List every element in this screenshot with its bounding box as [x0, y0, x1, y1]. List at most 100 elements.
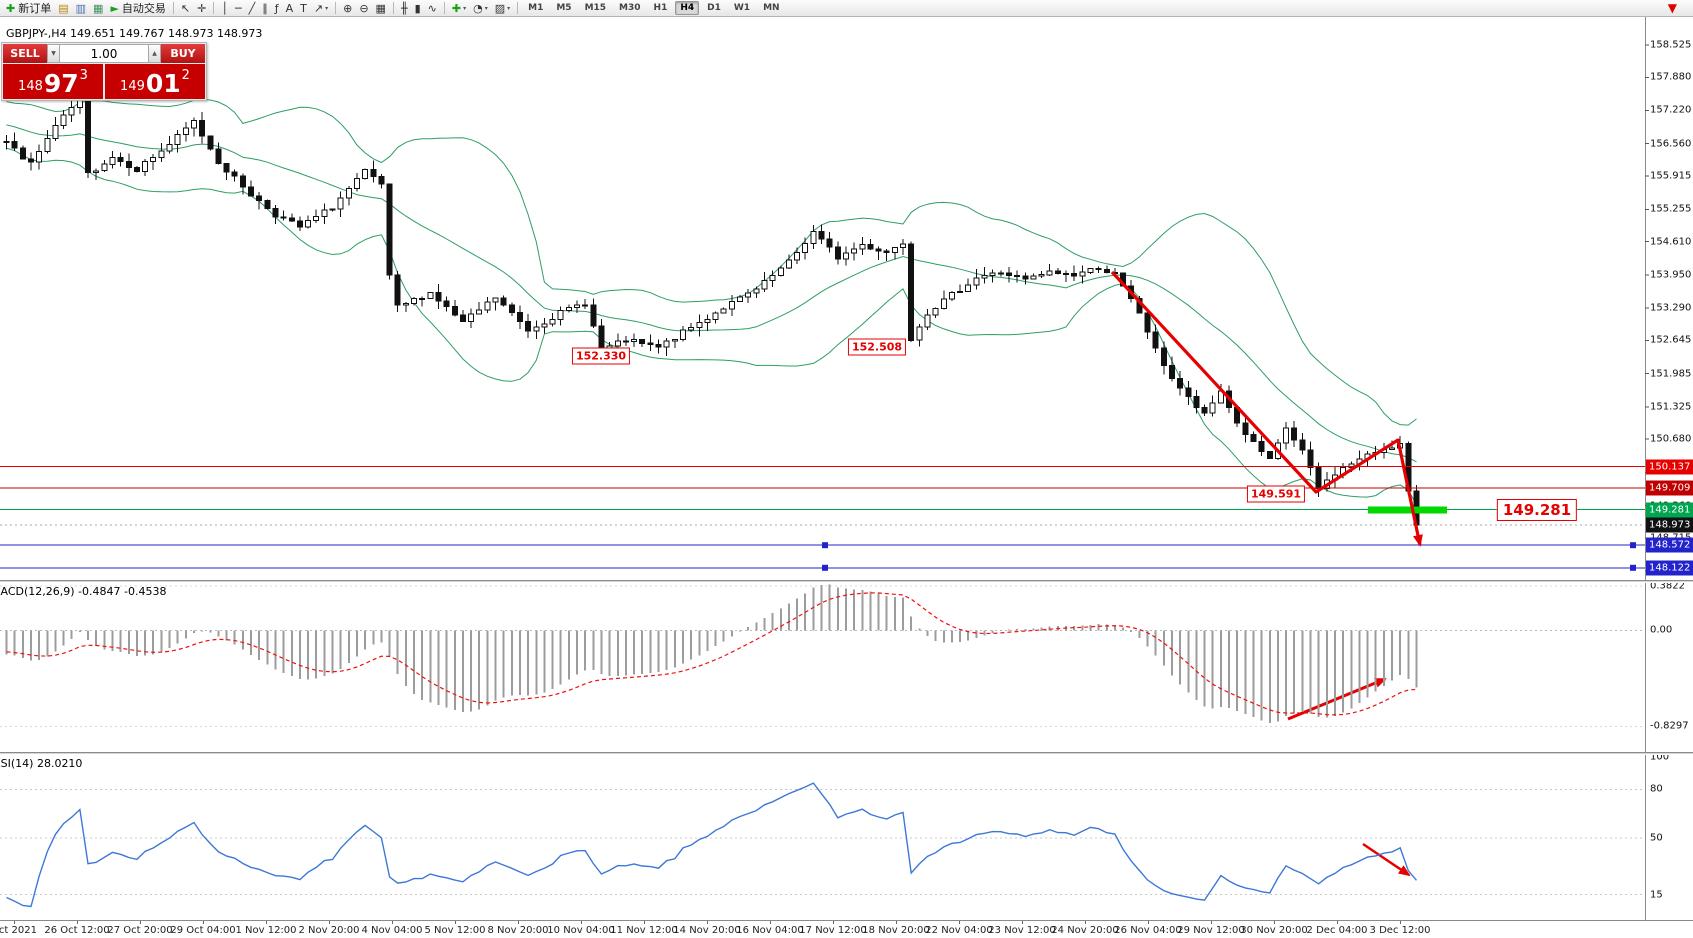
line-chart-icon: ∿: [427, 1, 437, 15]
arrows-icon: ↗: [313, 1, 324, 15]
price-scale-label: 151.325: [1650, 401, 1692, 413]
price-scale-label: 157.880: [1650, 71, 1692, 83]
hline-handle[interactable]: [1630, 542, 1636, 549]
market-watch-button[interactable]: ▤: [55, 1, 71, 16]
timeframe-button-w1[interactable]: W1: [733, 3, 751, 13]
volume-decrease-button[interactable]: ▼: [47, 44, 60, 63]
timeframe-button-h4[interactable]: H4: [675, 1, 700, 15]
indicators-button[interactable]: ✚ ▾: [449, 1, 469, 16]
price-label-flag[interactable]: 152.508: [847, 338, 907, 356]
price-scale-label: 156.560: [1650, 138, 1692, 150]
cursor-button[interactable]: ↖: [178, 1, 193, 16]
price-scale-label: 155.255: [1650, 203, 1692, 215]
bar-chart-button[interactable]: ╫: [398, 1, 411, 16]
crosshair-button[interactable]: ✛: [194, 1, 209, 16]
tile-windows-icon: ▦: [375, 1, 386, 15]
timeframe-button-d1[interactable]: D1: [707, 3, 721, 13]
zoom-in-icon: ⊕: [343, 1, 353, 15]
autotrading-button[interactable]: ► 自动交易: [107, 1, 168, 16]
scroll-to-end-icon[interactable]: ▼: [1667, 1, 1677, 15]
timeframe-button-mn[interactable]: MN: [763, 3, 780, 13]
vertical-line-icon: │: [221, 1, 228, 15]
ask-price-sup: 2: [181, 68, 190, 83]
timeframe-button-m15[interactable]: M15: [584, 3, 607, 13]
time-tick: [1148, 921, 1149, 924]
volume-input[interactable]: 1.00: [60, 44, 148, 63]
line-chart-button[interactable]: ∿: [425, 1, 440, 16]
price-label-flag[interactable]: 149.591: [1246, 485, 1306, 503]
hline-handle[interactable]: [822, 564, 828, 571]
time-axis-label: 29 Nov 12:00: [1177, 925, 1245, 936]
bollinger-middle-band: [6, 124, 1417, 463]
macd-indicator-label: MACD(12,26,9) -0.4847 -0.4538: [0, 585, 167, 598]
rsi-scale-label: 80: [1650, 783, 1663, 795]
toolbar-separator: [172, 2, 174, 14]
sell-price-button[interactable]: 148 97 3: [3, 64, 103, 99]
support-highlight-bar[interactable]: [1368, 506, 1447, 514]
timeframe-button-h1[interactable]: H1: [653, 3, 668, 13]
toolbar-separator: [517, 2, 519, 14]
hline-handle[interactable]: [1630, 564, 1636, 571]
time-axis-label: Oct 2021: [0, 925, 37, 936]
buy-price-button[interactable]: 149 01 2: [105, 64, 205, 99]
price-scale-label: 155.915: [1650, 170, 1692, 182]
rsi-trend-arrow[interactable]: [1362, 842, 1411, 877]
text-icon: A: [285, 1, 294, 15]
horizontal-line-button[interactable]: ─: [232, 1, 245, 16]
price-marker-148.572: 148.572: [1646, 537, 1693, 553]
price-scale-label: 153.950: [1650, 269, 1692, 281]
timeframe-button-m1[interactable]: M1: [528, 3, 544, 13]
time-axis-label: 30 Nov 20:00: [1240, 925, 1308, 936]
timeframe-button-m30[interactable]: M30: [619, 3, 641, 13]
text-label-button[interactable]: T: [297, 1, 310, 16]
new-order-icon: ✚: [6, 1, 16, 15]
panel-splitter-macd[interactable]: [0, 580, 1693, 583]
time-axis-label: 10 Nov 04:00: [547, 925, 615, 936]
crosshair-icon: ✛: [197, 1, 207, 15]
time-tick: [14, 921, 15, 924]
timeframe-button-m5[interactable]: M5: [556, 3, 572, 13]
bid-price-sup: 3: [79, 68, 88, 83]
macd-scale-label: 0.3822: [1650, 580, 1685, 592]
time-axis-label: 1 Nov 12:00: [235, 925, 297, 936]
fibonacci-retracement-button[interactable]: ƒ: [272, 1, 282, 16]
buy-button[interactable]: BUY: [161, 44, 205, 63]
text-button[interactable]: A: [283, 1, 297, 16]
arrows-button[interactable]: ↗ ▾: [311, 1, 331, 16]
new-order-button[interactable]: ✚ 新订单: [3, 1, 54, 16]
navigator-button[interactable]: ▦: [90, 1, 106, 16]
ask-price-big: 01: [145, 69, 181, 98]
panel-splitter-rsi[interactable]: [0, 752, 1693, 755]
zoom-out-button[interactable]: ⊖: [356, 1, 371, 16]
toolbar-separator: [392, 2, 394, 14]
new-order-label: 新订单: [18, 2, 52, 15]
equidistant-channel-icon: ∥: [262, 1, 268, 15]
time-tick: [896, 921, 897, 924]
candlestick-chart-button[interactable]: ▮: [412, 1, 424, 16]
bid-price-head: 148: [18, 79, 43, 94]
sell-button[interactable]: SELL: [3, 44, 47, 63]
time-tick: [392, 921, 393, 924]
periods-button[interactable]: ◔ ▾: [470, 1, 491, 16]
time-tick: [518, 921, 519, 924]
hline-handle[interactable]: [822, 542, 828, 549]
vertical-line-button[interactable]: │: [218, 1, 231, 16]
time-tick: [455, 921, 456, 924]
tile-windows-button[interactable]: ▦: [373, 1, 389, 16]
main-trend-arrow[interactable]: [1110, 270, 1423, 547]
templates-button[interactable]: ▨ ▾: [492, 1, 513, 16]
periods-icon: ◔: [473, 1, 483, 15]
price-label-flag[interactable]: 149.281: [1496, 499, 1578, 521]
data-window-button[interactable]: ▥: [73, 1, 89, 16]
equidistant-channel-button[interactable]: ∥: [259, 1, 271, 16]
volume-increase-button[interactable]: ▲: [148, 44, 161, 63]
price-label-flag[interactable]: 152.330: [571, 347, 631, 365]
price-marker-150.137: 150.137: [1646, 459, 1693, 475]
trendline-button[interactable]: ╱: [246, 1, 259, 16]
ask-price-head: 149: [120, 79, 145, 94]
zoom-in-button[interactable]: ⊕: [340, 1, 355, 16]
main-chart-panel: [0, 91, 1645, 571]
